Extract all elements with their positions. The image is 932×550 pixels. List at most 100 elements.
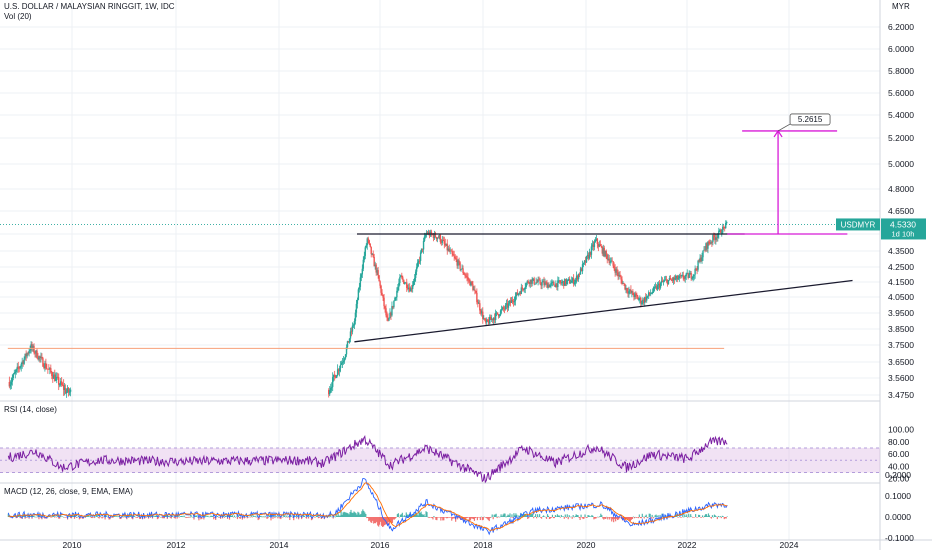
macd-histogram-bar bbox=[610, 517, 612, 518]
macd-histogram-bar bbox=[723, 517, 725, 520]
candle-body bbox=[333, 374, 336, 376]
macd-histogram-bar bbox=[189, 517, 191, 518]
macd-histogram-bar bbox=[577, 515, 579, 517]
macd-histogram-bar bbox=[224, 516, 227, 517]
candle-body bbox=[564, 279, 566, 286]
macd-histogram-bar bbox=[93, 517, 95, 519]
macd-histogram-bar bbox=[684, 514, 686, 517]
candle-body bbox=[348, 338, 351, 343]
candle-body bbox=[691, 278, 693, 280]
macd-histogram-bar bbox=[508, 515, 510, 517]
macd-histogram-bar bbox=[490, 516, 492, 518]
macd-histogram-bar bbox=[582, 517, 584, 520]
candle-body bbox=[674, 278, 677, 280]
macd-histogram-bar bbox=[47, 516, 49, 518]
macd-histogram-bar bbox=[570, 516, 572, 518]
candle-body bbox=[586, 254, 589, 257]
candle-body bbox=[366, 238, 368, 246]
target-callout-pointer bbox=[777, 122, 793, 132]
candle-body bbox=[42, 358, 44, 367]
macd-histogram-bar bbox=[646, 517, 648, 519]
macd-histogram-bar bbox=[77, 515, 80, 517]
price-tick-label: 3.4750 bbox=[888, 390, 914, 400]
price-candles bbox=[8, 220, 728, 398]
macd-histogram-bar bbox=[698, 514, 701, 517]
macd-histogram-bar bbox=[484, 517, 486, 518]
candle-body bbox=[361, 268, 364, 275]
macd-histogram-bar bbox=[243, 517, 245, 519]
candle-body bbox=[330, 387, 332, 391]
price-tick-label: 4.1500 bbox=[888, 277, 914, 287]
candle-body bbox=[512, 301, 515, 303]
macd-histogram-bar bbox=[187, 517, 189, 518]
candle-body bbox=[380, 285, 382, 293]
macd-histogram-bar bbox=[309, 515, 312, 517]
macd-histogram-bar bbox=[444, 517, 446, 518]
candle-body bbox=[23, 358, 25, 364]
macd-histogram-bar bbox=[364, 512, 366, 517]
macd-histogram-bar bbox=[212, 515, 214, 517]
candle-body bbox=[383, 297, 385, 307]
candle-body bbox=[634, 293, 636, 298]
macd-histogram-bar bbox=[615, 517, 617, 522]
candle-body bbox=[495, 312, 498, 314]
time-tick-label: 2016 bbox=[371, 540, 390, 550]
macd-histogram-bar bbox=[560, 514, 562, 517]
macd-histogram-bar bbox=[362, 509, 364, 517]
macd-histogram-bar bbox=[122, 515, 124, 517]
candle-body bbox=[58, 377, 60, 385]
macd-histogram-bar bbox=[716, 517, 718, 520]
macd-histogram-bar bbox=[695, 514, 697, 517]
candle-body bbox=[35, 350, 37, 354]
macd-histogram-bar bbox=[551, 514, 554, 517]
macd-histogram-bar bbox=[292, 517, 294, 518]
candle-body bbox=[392, 306, 394, 308]
candle-body bbox=[563, 281, 565, 286]
candle-body bbox=[599, 244, 602, 247]
macd-histogram-bar bbox=[258, 517, 260, 520]
candle-body bbox=[51, 372, 53, 377]
macd-histogram-bar bbox=[470, 517, 473, 519]
macd-histogram-bar bbox=[327, 516, 329, 517]
rsi-tick-label: 40.00 bbox=[888, 461, 910, 471]
macd-histogram-bar bbox=[74, 514, 77, 517]
macd-histogram-bar bbox=[455, 517, 457, 522]
macd-histogram-bar bbox=[310, 517, 313, 521]
macd-histogram-bar bbox=[283, 514, 285, 517]
price-tick-label: 4.6500 bbox=[888, 206, 914, 216]
macd-histogram-bar bbox=[287, 517, 289, 518]
candle-body bbox=[421, 248, 424, 250]
candle-body bbox=[449, 250, 451, 252]
candle-body bbox=[516, 292, 519, 296]
macd-histogram-bar bbox=[339, 515, 341, 517]
candle-body bbox=[34, 352, 36, 354]
macd-histogram-bar bbox=[178, 517, 180, 518]
candle-body bbox=[45, 363, 47, 369]
macd-histogram-bar bbox=[257, 517, 259, 521]
macd-histogram-bar bbox=[478, 517, 480, 518]
candle-body bbox=[459, 262, 461, 270]
candle-body bbox=[560, 282, 562, 284]
macd-histogram-bar bbox=[152, 516, 155, 517]
candle-body bbox=[411, 284, 414, 289]
macd-histogram-bar bbox=[655, 514, 657, 517]
macd-histogram-bar bbox=[407, 514, 409, 517]
candle-body bbox=[531, 279, 533, 284]
candle-body bbox=[555, 283, 557, 287]
candle-body bbox=[336, 369, 339, 376]
candle-body bbox=[624, 283, 626, 290]
macd-histogram-bar bbox=[289, 517, 291, 521]
macd-histogram-bar bbox=[527, 517, 529, 519]
macd-histogram-bar bbox=[110, 516, 112, 518]
macd-histogram-bar bbox=[134, 516, 136, 517]
macd-histogram-bar bbox=[145, 517, 148, 518]
macd-histogram-bar bbox=[649, 513, 651, 517]
candle-body bbox=[575, 275, 578, 280]
candle-body bbox=[683, 278, 685, 280]
candle-body bbox=[377, 270, 379, 276]
candle-body bbox=[485, 319, 487, 323]
macd-histogram-bar bbox=[117, 516, 119, 518]
macd-histogram-bar bbox=[316, 515, 319, 517]
candle-body bbox=[580, 268, 583, 272]
